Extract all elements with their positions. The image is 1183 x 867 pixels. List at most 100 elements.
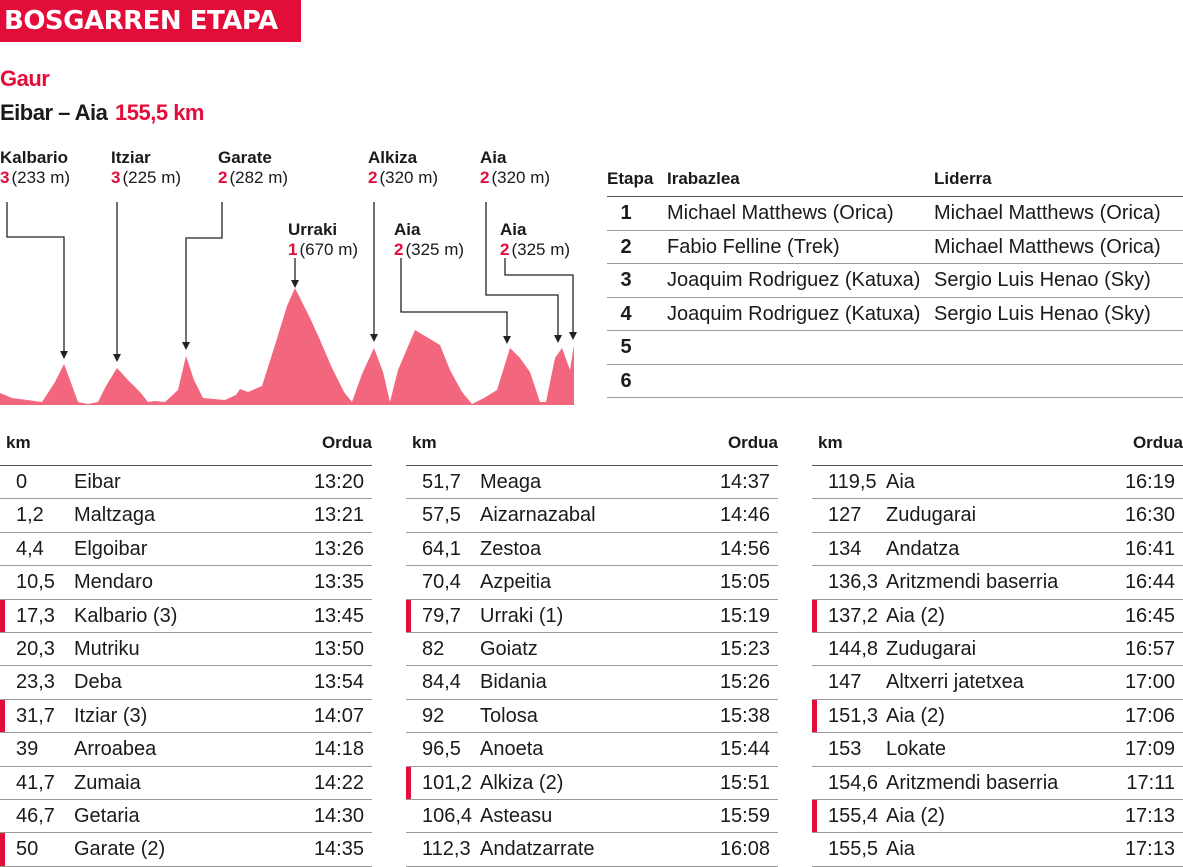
place-name: Azpeitia (480, 571, 552, 594)
schedule-row: 20,3 Mutriku 13:50 (0, 633, 372, 667)
km-value: 64,1 (422, 537, 461, 560)
schedule-row: 39 Arroabea 14:18 (0, 733, 372, 767)
place-name: Aia (886, 838, 915, 861)
time-value: 17:13 (1124, 804, 1175, 827)
header-time: Ordua (727, 433, 778, 452)
time-value: 14:18 (313, 738, 364, 761)
km-value: 70,4 (422, 571, 461, 594)
place-name: Zudugarai (886, 637, 977, 660)
climb-name: Kalbario (0, 148, 69, 167)
climb-label-itziar: Itziar 3 (225 m) (111, 148, 181, 189)
stage-number: 1 (620, 202, 632, 224)
stage-winner: Fabio Felline (Trek) (667, 235, 840, 258)
schedule-row: 106,4 Asteasu 15:59 (406, 800, 778, 834)
time-value: 15:19 (719, 604, 770, 627)
climb-category: 2 (500, 240, 510, 259)
schedule-row: 82 Goiatz 15:23 (406, 633, 778, 667)
time-value: 14:30 (313, 804, 364, 827)
stage-number: 2 (620, 235, 632, 258)
place-name: Maltzaga (74, 504, 156, 527)
climb-marker (406, 599, 411, 632)
time-value: 13:50 (313, 637, 364, 660)
schedule-row: 0 Eibar 13:20 (0, 466, 372, 500)
schedule-row: 127 Zudugarai 16:30 (812, 499, 1183, 533)
km-value: 79,7 (422, 604, 461, 627)
schedule-column-1: km Ordua 0 Eibar 13:20 1,2 Maltzaga 13:21 4,4 Elg… (0, 430, 372, 867)
stage-leader: Sergio Luis Henao (Sky) (934, 269, 1151, 291)
schedule-row: 155,4 Aia (2) 17:13 (812, 799, 1183, 834)
subtitle: Gaur (0, 66, 50, 91)
schedule-row: 153 Lokate 17:09 (812, 733, 1183, 767)
schedule-row: 51,7 Meaga 14:37 (406, 466, 778, 500)
climb-marker (812, 699, 817, 733)
climb-height: (233 m) (11, 168, 71, 187)
stage-winner: Joaquim Rodriguez (Katuxa) (667, 302, 921, 325)
km-value: 57,5 (422, 504, 461, 527)
km-value: 92 (422, 704, 445, 727)
time-value: 17:00 (1124, 671, 1175, 694)
place-name: Eibar (74, 471, 121, 493)
climb-name: Garate (218, 148, 272, 167)
km-value: 147 (828, 671, 862, 694)
place-name: Mendaro (74, 571, 153, 594)
time-value: 14:07 (313, 704, 364, 727)
place-name: Garate (2) (74, 838, 166, 861)
time-value: 16:19 (1124, 471, 1175, 493)
climb-name: Alkiza (368, 148, 418, 167)
place-name: Aia (2) (886, 804, 945, 827)
climb-label-urraki: Urraki 1 (670 m) (288, 220, 358, 261)
place-name: Elgoibar (74, 537, 148, 560)
place-name: Bidania (480, 671, 547, 694)
time-value: 15:05 (719, 571, 770, 594)
schedule-row: 92 Tolosa 15:38 (406, 700, 778, 734)
schedule-row: 10,5 Mendaro 13:35 (0, 566, 372, 600)
stage-row: 3 Joaquim Rodriguez (Katuxa) Sergio Luis… (607, 264, 1183, 298)
schedule-row: 147 Altxerri jatetxea 17:00 (812, 666, 1183, 700)
schedule-row: 155,5 Aia 17:13 (812, 833, 1183, 867)
stage-row: 6 (607, 365, 1183, 398)
schedule-column-2: km Ordua 51,7 Meaga 14:37 57,5 Aizarnazabal 14:… (406, 430, 778, 867)
schedule-row: 96,5 Anoeta 15:44 (406, 733, 778, 767)
km-value: 119,5 (828, 471, 877, 493)
climb-marker (0, 833, 5, 866)
profile-chart (0, 202, 577, 405)
place-name: Aia (2) (886, 604, 945, 627)
header-km: km (818, 433, 843, 452)
place-name: Arroabea (74, 738, 157, 761)
time-value: 17:11 (1126, 771, 1175, 794)
place-name: Aia (886, 471, 915, 493)
stage-row: 1 Michael Matthews (Orica) Michael Matth… (607, 197, 1183, 231)
schedule-row: 64,1 Zestoa 14:56 (406, 533, 778, 567)
schedule-row: 57,5 Aizarnazabal 14:46 (406, 499, 778, 533)
km-value: 136,3 (828, 571, 879, 594)
time-value: 16:41 (1124, 537, 1175, 560)
schedule-row: 136,3 Aritzmendi baserria 16:44 (812, 566, 1183, 600)
time-value: 14:35 (313, 838, 364, 861)
climb-label-aia-1: Aia 2 (325 m) (394, 220, 464, 261)
climb-name: Aia (394, 220, 421, 239)
km-value: 112,3 (422, 838, 471, 861)
km-value: 153 (828, 738, 862, 761)
time-value: 14:37 (719, 471, 770, 493)
time-value: 16:08 (719, 838, 770, 861)
climb-category: 1 (288, 240, 298, 259)
place-name: Aritzmendi baserria (886, 571, 1059, 594)
place-name: Andatza (886, 537, 960, 560)
time-value: 17:13 (1124, 838, 1175, 861)
schedule-row: 154,6 Aritzmendi baserria 17:11 (812, 767, 1183, 800)
header-km: km (6, 433, 31, 452)
header-km: km (412, 433, 437, 452)
climb-label-garate: Garate 2 (282 m) (218, 148, 288, 189)
schedule-header: km Ordua (812, 430, 1183, 466)
stage-number: 4 (620, 302, 632, 325)
km-value: 144,8 (828, 637, 879, 660)
km-value: 17,3 (16, 604, 55, 627)
schedule-row: 134 Andatza 16:41 (812, 533, 1183, 567)
climb-height: (320 m) (379, 168, 439, 187)
leader-arrows (60, 280, 577, 362)
schedule-row: 112,3 Andatzarrate 16:08 (406, 833, 778, 867)
km-value: 101,2 (422, 771, 473, 794)
time-value: 15:23 (719, 637, 770, 660)
km-value: 41,7 (16, 771, 55, 794)
km-value: 151,3 (828, 704, 879, 727)
